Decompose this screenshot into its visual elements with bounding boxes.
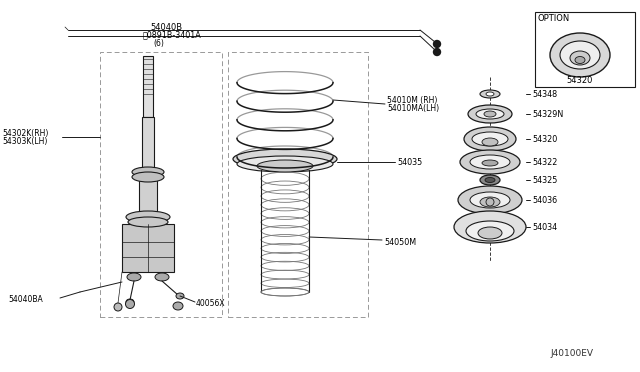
Ellipse shape	[257, 160, 313, 172]
Ellipse shape	[485, 177, 495, 183]
Text: 54325: 54325	[532, 176, 557, 185]
Circle shape	[433, 41, 440, 48]
Ellipse shape	[478, 227, 502, 239]
Ellipse shape	[470, 192, 510, 208]
Circle shape	[125, 299, 134, 308]
Text: J40100EV: J40100EV	[550, 350, 593, 359]
Ellipse shape	[464, 127, 516, 151]
Ellipse shape	[484, 111, 496, 117]
Text: OPTION: OPTION	[538, 13, 570, 22]
Ellipse shape	[237, 156, 333, 172]
Ellipse shape	[454, 211, 526, 243]
Ellipse shape	[575, 57, 585, 64]
Text: ⓝ0891B-3401A: ⓝ0891B-3401A	[143, 31, 202, 39]
Ellipse shape	[480, 90, 500, 98]
Text: 54034: 54034	[532, 222, 557, 231]
Ellipse shape	[126, 211, 170, 223]
Ellipse shape	[126, 299, 134, 305]
Bar	[142, 117, 154, 172]
Bar	[122, 224, 174, 272]
Text: 54040BA: 54040BA	[8, 295, 43, 305]
Ellipse shape	[132, 172, 164, 182]
Ellipse shape	[127, 273, 141, 281]
Ellipse shape	[173, 302, 183, 310]
Bar	[535, 12, 635, 87]
Text: 54036: 54036	[532, 196, 557, 205]
Ellipse shape	[560, 41, 600, 69]
Circle shape	[114, 303, 122, 311]
Text: 54050M: 54050M	[384, 237, 416, 247]
Text: 54320: 54320	[532, 135, 557, 144]
Ellipse shape	[482, 138, 498, 146]
Text: 54035: 54035	[397, 157, 422, 167]
Circle shape	[433, 48, 440, 55]
Ellipse shape	[486, 92, 494, 96]
Ellipse shape	[476, 109, 504, 119]
Ellipse shape	[155, 273, 169, 281]
Bar	[228, 52, 368, 317]
Text: 54322: 54322	[532, 157, 557, 167]
Ellipse shape	[176, 293, 184, 299]
Text: 54010MA(LH): 54010MA(LH)	[387, 103, 439, 112]
Ellipse shape	[550, 33, 610, 77]
Ellipse shape	[472, 132, 508, 146]
Ellipse shape	[458, 186, 522, 214]
Text: 54348: 54348	[532, 90, 557, 99]
Circle shape	[486, 198, 494, 206]
Ellipse shape	[482, 160, 498, 166]
Ellipse shape	[480, 175, 500, 185]
Text: 40056X: 40056X	[196, 299, 226, 308]
Text: 54302K(RH): 54302K(RH)	[2, 128, 49, 138]
Text: 54320: 54320	[567, 76, 593, 84]
Bar	[100, 52, 222, 317]
Text: 54329N: 54329N	[532, 109, 563, 119]
Text: (6): (6)	[153, 38, 164, 48]
Ellipse shape	[468, 105, 512, 123]
Text: 54040B: 54040B	[150, 22, 182, 32]
Ellipse shape	[570, 51, 590, 65]
Ellipse shape	[480, 197, 500, 207]
Bar	[143, 56, 153, 117]
Ellipse shape	[233, 149, 337, 169]
Ellipse shape	[466, 221, 514, 241]
Text: 54010M (RH): 54010M (RH)	[387, 96, 437, 105]
Ellipse shape	[460, 150, 520, 174]
Ellipse shape	[128, 217, 168, 227]
Ellipse shape	[470, 155, 510, 169]
Text: 54303K(LH): 54303K(LH)	[2, 137, 47, 145]
Ellipse shape	[132, 167, 164, 177]
Bar	[139, 177, 157, 217]
